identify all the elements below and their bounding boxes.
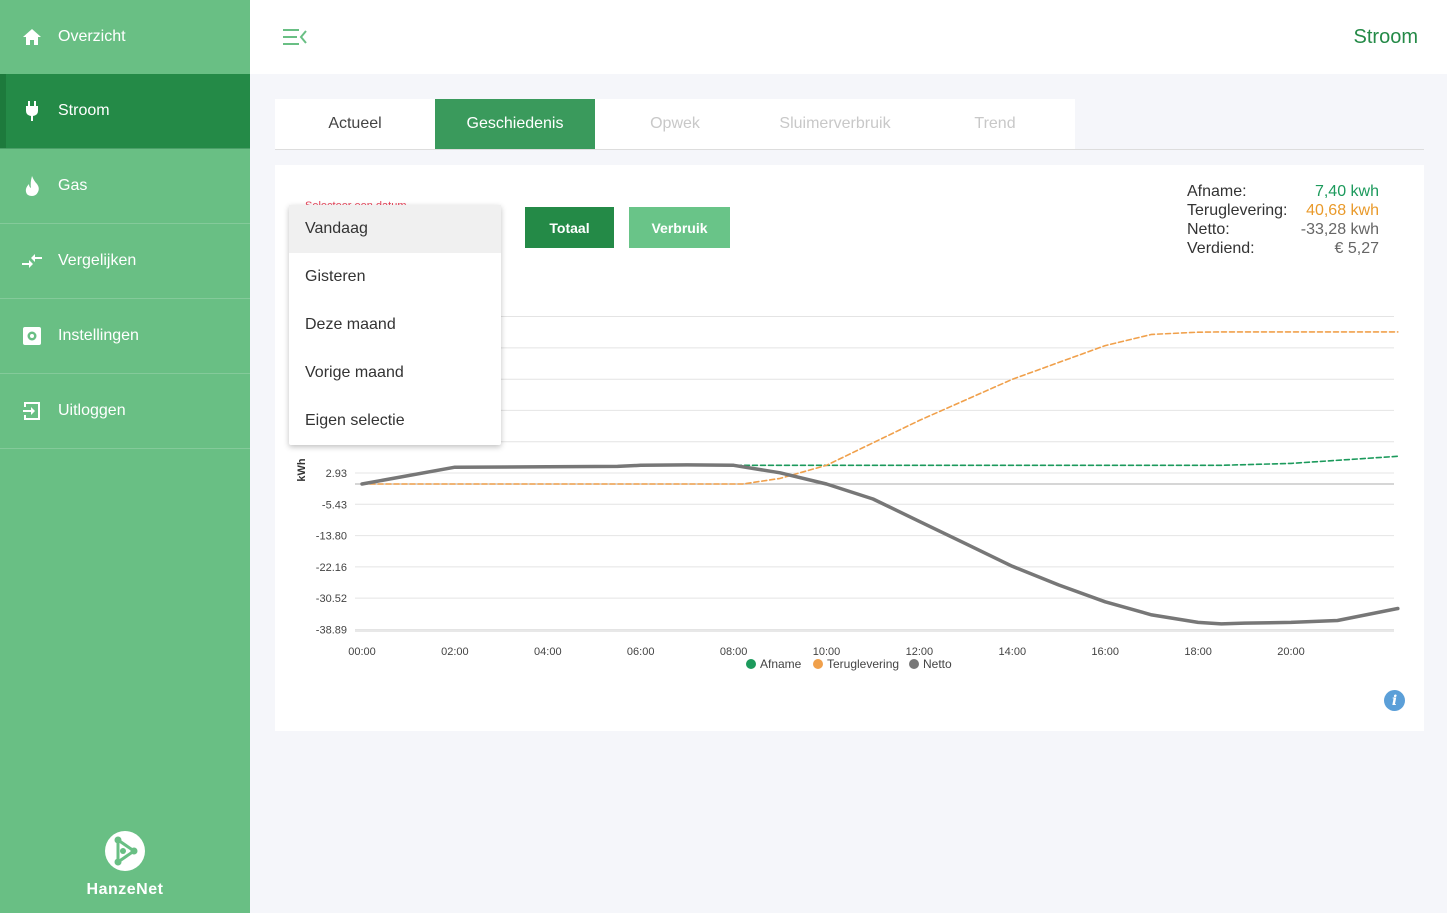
dropdown-option-deze-maand[interactable]: Deze maand: [305, 316, 396, 333]
compare-arrows-icon: [21, 250, 43, 272]
sidebar-item-overzicht[interactable]: Overzicht: [0, 0, 250, 75]
summary-row-netto: Netto: -33,28 kwh: [1187, 220, 1379, 239]
y-axis-label: kWh: [296, 458, 308, 482]
x-tick-label: 04:00: [534, 646, 562, 658]
sidebar-item-label: Instellingen: [58, 327, 139, 344]
header: Stroom: [250, 0, 1447, 74]
legend-label-netto: Netto: [923, 657, 952, 671]
x-tick-label: 20:00: [1277, 646, 1305, 658]
legend-marker-afname: [746, 659, 756, 669]
tab-actueel[interactable]: Actueel: [328, 115, 382, 132]
x-tick-label: 12:00: [906, 646, 934, 658]
hanzenet-logo: HanzeNet: [70, 830, 180, 899]
netto-value: -33,28 kwh: [1300, 221, 1379, 238]
logout-icon: [21, 400, 43, 422]
y-tick-label: -5.43: [322, 499, 347, 511]
x-tick-label: 14:00: [999, 646, 1027, 658]
sidebar: Overzicht Stroom Gas Vergelijken Instell…: [0, 0, 250, 913]
x-tick-label: 00:00: [348, 646, 376, 658]
y-tick-label: -22.16: [316, 562, 347, 574]
sidebar-item-stroom[interactable]: Stroom: [0, 74, 250, 149]
logo-text: HanzeNet: [86, 881, 164, 898]
x-tick-label: 16:00: [1091, 646, 1119, 658]
legend-marker-teruglevering: [813, 659, 823, 669]
series-line-netto: [360, 463, 1400, 626]
dropdown-option-vorige-maand[interactable]: Vorige maand: [305, 364, 404, 381]
sidebar-item-instellingen[interactable]: Instellingen: [0, 299, 250, 374]
menu-collapse-icon[interactable]: [283, 26, 309, 48]
y-tick-label: -38.89: [316, 624, 347, 636]
teruglevering-value: 40,68 kwh: [1306, 202, 1379, 219]
tab-opwek[interactable]: Opwek: [650, 115, 700, 132]
settings-icon: [21, 325, 43, 347]
verbruik-button[interactable]: Verbruik: [629, 207, 730, 248]
dropdown-option-gisteren[interactable]: Gisteren: [305, 268, 366, 285]
summary-row-afname: Afname: 7,40 kwh: [1187, 182, 1379, 201]
series-line-teruglevering: [361, 331, 1399, 485]
tabs-divider: [275, 149, 1424, 150]
date-dropdown-menu: Vandaag Gisteren Deze maand Vorige maand…: [289, 205, 501, 445]
verdiend-label: Verdiend:: [1187, 240, 1255, 257]
sidebar-item-label: Uitloggen: [58, 402, 126, 419]
logo-mark-icon: [105, 831, 145, 871]
afname-label: Afname:: [1187, 183, 1247, 200]
tab-trend[interactable]: Trend: [974, 115, 1016, 132]
legend-label-teruglevering: Teruglevering: [827, 657, 899, 671]
sidebar-item-uitloggen[interactable]: Uitloggen: [0, 374, 250, 449]
netto-label: Netto:: [1187, 221, 1230, 238]
energy-line-chart: 2.93 -5.43 -13.80 -22.16 -30.52 -38.89 kWh 00:0…: [296, 315, 1400, 671]
sidebar-item-label: Stroom: [58, 102, 110, 119]
tab-sluimerverbruik[interactable]: Sluimerverbruik: [779, 115, 891, 132]
summary-panel: Afname: 7,40 kwh Teruglevering: 40,68 kw…: [1187, 182, 1379, 258]
y-tick-label: -30.52: [316, 593, 347, 605]
teruglevering-label: Teruglevering:: [1187, 202, 1288, 219]
verdiend-value: € 5,27: [1334, 240, 1379, 257]
series-line-afname: [361, 455, 1399, 485]
sidebar-item-vergelijken[interactable]: Vergelijken: [0, 224, 250, 299]
sidebar-item-label: Gas: [58, 177, 88, 194]
tab-geschiedenis[interactable]: Geschiedenis: [435, 99, 595, 149]
tab-bar: Actueel Geschiedenis Opwek Sluimerverbru…: [275, 99, 1075, 149]
info-icon[interactable]: i: [1384, 690, 1405, 711]
x-tick-label: 18:00: [1184, 646, 1212, 658]
plug-icon: [21, 100, 43, 122]
flame-icon: [21, 175, 43, 197]
legend-label-afname: Afname: [760, 657, 802, 671]
sidebar-item-label: Overzicht: [58, 28, 126, 45]
y-tick-label: -13.80: [316, 531, 347, 543]
x-tick-label: 10:00: [813, 646, 841, 658]
dropdown-option-eigen-selectie[interactable]: Eigen selectie: [305, 412, 405, 429]
home-icon: [21, 26, 43, 48]
x-tick-label: 02:00: [441, 646, 469, 658]
x-tick-label: 06:00: [627, 646, 655, 658]
y-tick-label: 2.93: [326, 468, 347, 480]
summary-row-verdiend: Verdiend: € 5,27: [1187, 239, 1379, 258]
legend-marker-netto: [909, 659, 919, 669]
page-title: Stroom: [1353, 26, 1418, 48]
afname-value: 7,40 kwh: [1314, 183, 1379, 200]
sidebar-item-label: Vergelijken: [58, 252, 137, 269]
totaal-button[interactable]: Totaal: [525, 207, 614, 248]
x-tick-label: 08:00: [720, 646, 748, 658]
summary-row-teruglevering: Teruglevering: 40,68 kwh: [1187, 201, 1379, 220]
dropdown-option-vandaag[interactable]: Vandaag: [289, 205, 501, 253]
sidebar-item-gas[interactable]: Gas: [0, 149, 250, 224]
